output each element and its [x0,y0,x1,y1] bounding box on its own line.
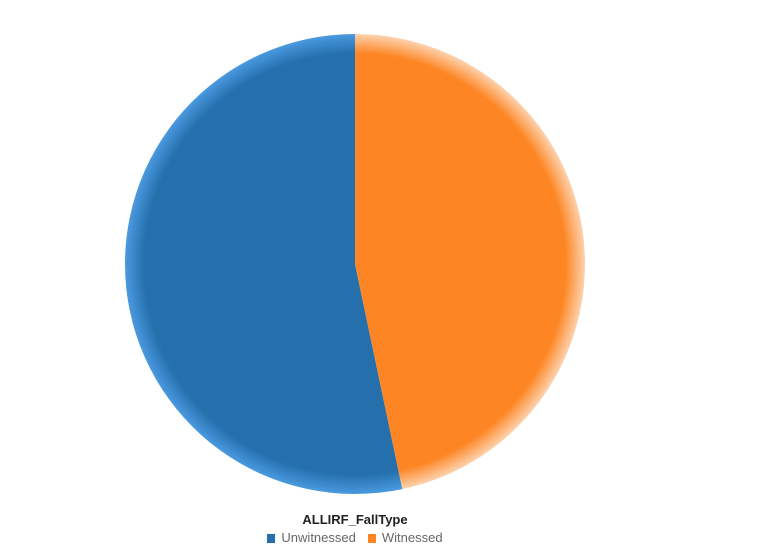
pie-slice-witnessed[interactable] [355,34,585,490]
legend-label: Witnessed [381,530,443,545]
legend-label: Unwitnessed [281,530,356,545]
pie-slice-unwitnessed[interactable] [124,34,403,495]
legend-item-witnessed[interactable]: Witnessed [367,530,443,545]
legend: Unwitnessed Witnessed [0,530,710,545]
legend-title: ALLIRF_FallType [302,512,408,527]
legend-item-unwitnessed[interactable]: Unwitnessed [267,530,356,545]
legend-swatch [367,534,376,543]
legend-swatch [267,534,276,543]
